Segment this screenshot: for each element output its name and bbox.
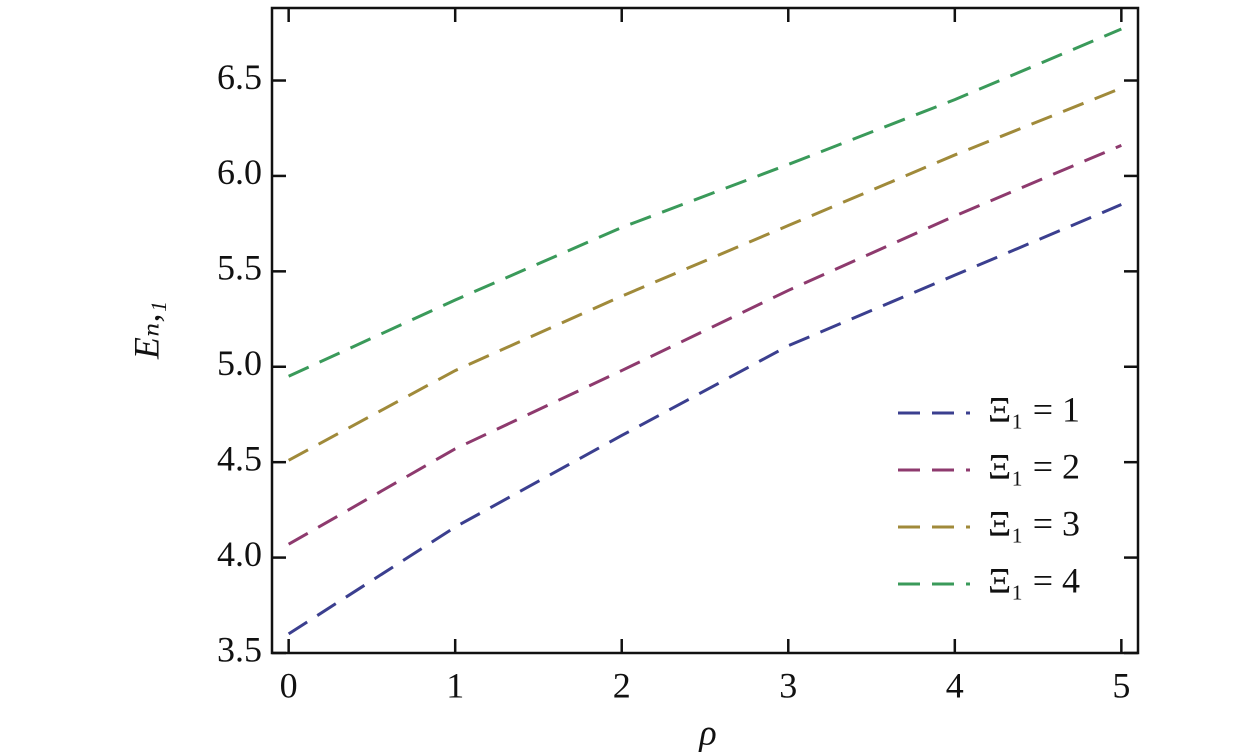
series-line [288,27,1122,378]
y-axis-label: Eₙ,₁ [126,301,166,360]
y-tick-label: 4.5 [217,438,262,478]
y-tick-label: 3.5 [217,629,262,669]
plot-frame [270,6,1140,655]
x-tick-label: 0 [280,665,298,705]
legend-label: Ξ₁ = 3 [988,503,1080,543]
legend-label: Ξ₁ = 2 [988,446,1080,486]
x-tick-label: 5 [1112,665,1130,705]
y-tick-label: 4.0 [217,534,262,574]
legend-label: Ξ₁ = 1 [988,389,1080,429]
y-tick-label: 5.5 [217,248,262,288]
y-tick-label: 6.0 [217,152,262,192]
y-tick-label: 5.0 [217,343,262,383]
x-tick-label: 1 [446,665,464,705]
x-tick-label: 3 [779,665,797,705]
x-tick-label: 4 [946,665,964,705]
legend-label: Ξ₁ = 4 [988,560,1080,600]
series-line [287,203,1122,636]
y-tick-label: 6.5 [217,57,262,97]
series-line [287,86,1122,462]
x-axis-label: ρ [698,712,716,752]
x-tick-label: 2 [613,665,631,705]
